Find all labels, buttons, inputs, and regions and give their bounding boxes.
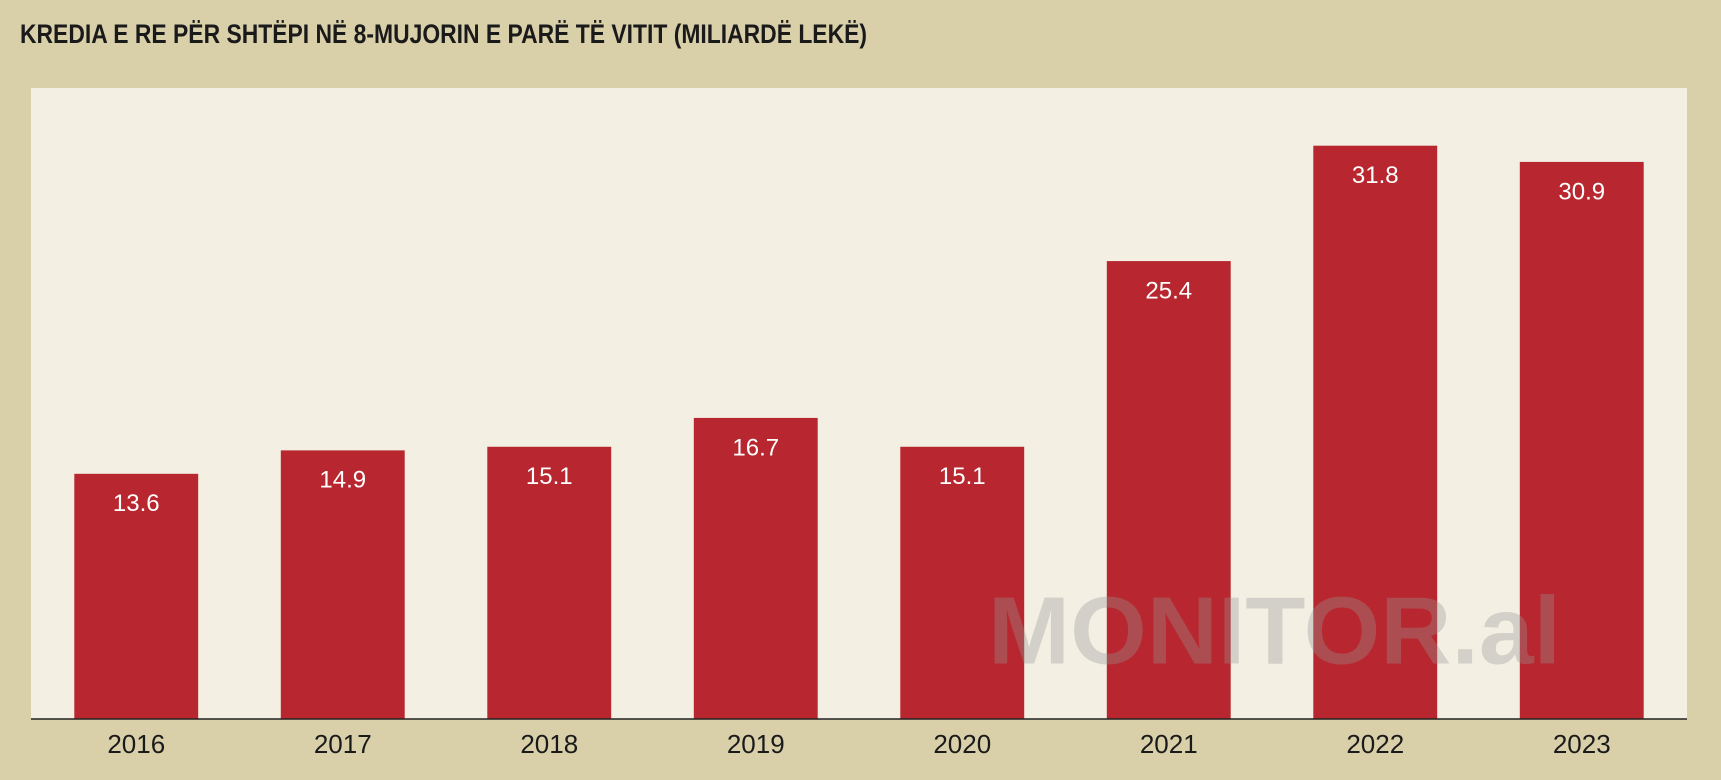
x-tick-label: 2016: [107, 729, 165, 759]
bar: [1313, 145, 1438, 720]
x-tick-label: 2021: [1140, 729, 1198, 759]
value-label: 13.6: [113, 490, 160, 517]
x-tick-label: 2022: [1346, 729, 1404, 759]
chart-title: KREDIA E RE PËR SHTËPI NË 8-MUJORIN E PA…: [20, 19, 867, 49]
value-label: 31.8: [1352, 162, 1399, 189]
x-tick-label: 2023: [1553, 729, 1611, 759]
x-tick-label: 2019: [727, 729, 785, 759]
x-tick-label: 2017: [314, 729, 372, 759]
bar: [693, 417, 818, 719]
bar: [1519, 161, 1644, 720]
bar: [74, 473, 199, 719]
bar: [487, 446, 612, 719]
value-label: 15.1: [526, 463, 573, 490]
value-label: 30.9: [1558, 178, 1605, 205]
value-label: 16.7: [732, 434, 779, 461]
bar: [1106, 261, 1231, 719]
value-label: 14.9: [319, 467, 366, 494]
bar: [280, 450, 405, 719]
watermark: MONITOR.al: [988, 577, 1561, 684]
bars: 13.6 14.9 15.1 16.7 15.1 25.4 31.8 30.9: [74, 145, 1644, 720]
x-tick-label: 2018: [520, 729, 578, 759]
value-label: 15.1: [939, 463, 986, 490]
x-tick-label: 2020: [933, 729, 991, 759]
value-label: 25.4: [1145, 277, 1192, 304]
bar: [900, 446, 1025, 719]
